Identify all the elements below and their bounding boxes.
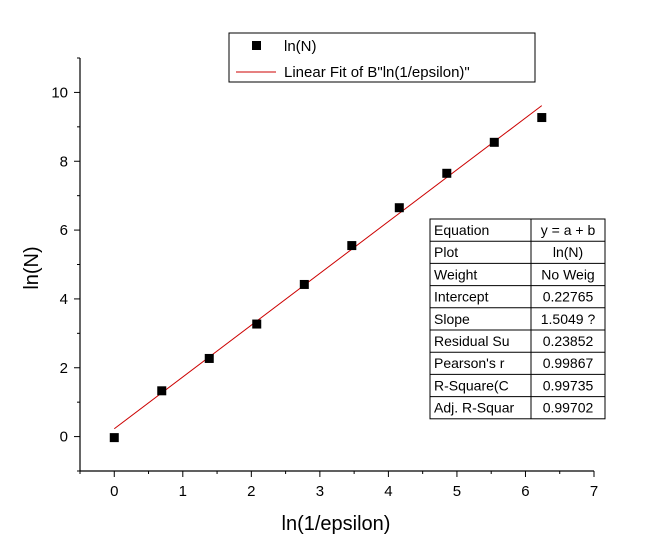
stats-value: No Weig [541, 266, 594, 282]
legend-label-fit: Linear Fit of B"ln(1/epsilon)" [284, 64, 470, 81]
legend-box [228, 32, 536, 83]
stats-label: R-Square(C [434, 377, 509, 393]
data-point [537, 113, 547, 123]
fit-stats-table: Equation y = a + b Plot ln(N) Weight No Weig I… [429, 218, 606, 420]
stats-label: Weight [434, 266, 477, 282]
stats-value: 0.99702 [543, 400, 594, 416]
stats-value: 1.5049 ? [541, 311, 596, 327]
data-point [394, 203, 404, 213]
stats-value: 0.23852 [543, 333, 594, 349]
data-point [204, 353, 214, 363]
data-point [109, 433, 119, 443]
stats-label: Intercept [434, 289, 489, 305]
y-tick-label: 10 [51, 84, 68, 101]
y-tick-label: 0 [60, 429, 68, 446]
x-tick-label: 5 [453, 483, 461, 500]
x-tick-label: 0 [110, 483, 118, 500]
data-point [157, 386, 167, 396]
x-axis-title: ln(1/epsilon) [282, 513, 391, 535]
x-tick-label: 7 [590, 483, 598, 500]
stats-label: Pearson's r [434, 355, 505, 371]
stats-label: Slope [434, 311, 470, 327]
y-ticks: 0 2 4 6 8 10 [51, 57, 80, 472]
data-point [347, 241, 357, 251]
data-point [442, 168, 452, 178]
y-tick-label: 4 [60, 291, 68, 308]
stats-value: y = a + b [541, 222, 596, 238]
x-ticks: 0 1 2 3 4 5 6 7 [79, 471, 598, 500]
fit-line [113, 105, 543, 430]
stats-label: Equation [434, 222, 489, 238]
data-points [109, 113, 547, 443]
y-axis-title: ln(N) [21, 246, 43, 289]
stats-label: Residual Su [434, 333, 510, 349]
x-tick-label: 6 [521, 483, 529, 500]
x-tick-label: 3 [316, 483, 324, 500]
x-tick-label: 4 [384, 483, 392, 500]
legend: ln(N) Linear Fit of B"ln(1/epsilon)" [228, 32, 536, 83]
stats-table-border [429, 218, 606, 420]
data-point [489, 137, 499, 147]
data-point [299, 279, 309, 289]
y-tick-label: 2 [60, 360, 68, 377]
y-tick-label: 6 [60, 222, 68, 239]
stats-value: 0.99735 [543, 377, 594, 393]
legend-marker-points [252, 41, 261, 50]
fit-line-group [113, 105, 543, 430]
stats-label: Plot [434, 244, 458, 260]
x-tick-label: 2 [247, 483, 255, 500]
stats-label: Adj. R-Squar [434, 400, 514, 416]
stats-value: 0.99867 [543, 355, 594, 371]
x-tick-label: 1 [179, 483, 187, 500]
stats-value: ln(N) [553, 244, 583, 260]
data-point [252, 319, 262, 329]
stats-value: 0.22765 [543, 289, 594, 305]
legend-label-points: ln(N) [284, 38, 317, 55]
y-tick-label: 8 [60, 153, 68, 170]
